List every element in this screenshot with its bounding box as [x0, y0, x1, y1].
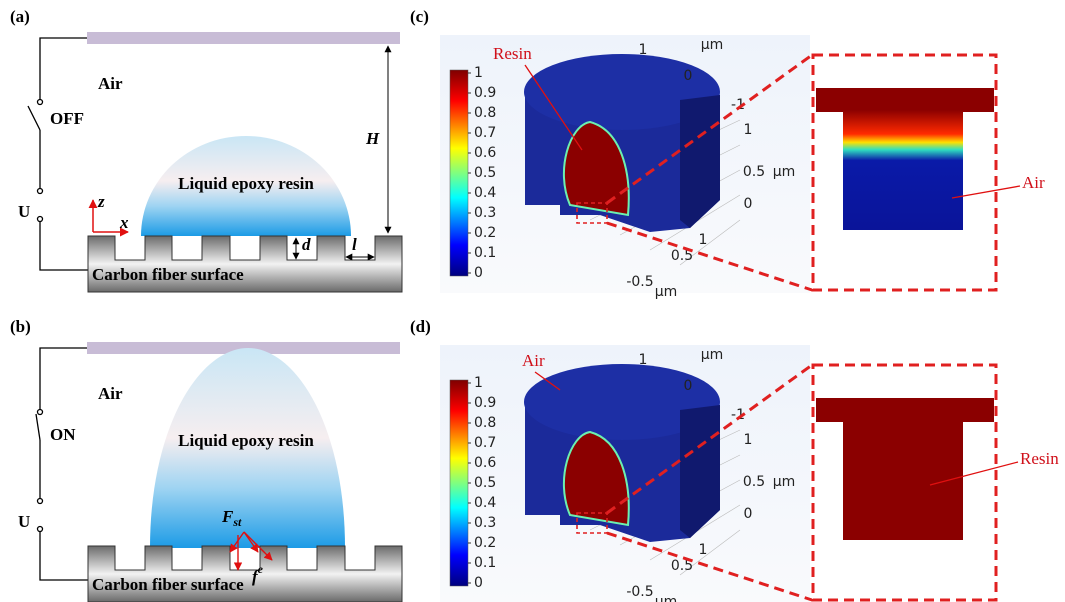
axis-label: 1	[699, 232, 708, 248]
zoom-pillar	[843, 110, 963, 230]
axis-label: 1	[744, 432, 753, 448]
zoom-pillar	[843, 420, 963, 540]
callout-3d: Resin	[493, 44, 532, 63]
colorbar-label: 0.7	[474, 125, 496, 141]
colorbar-label: 0.5	[474, 475, 496, 491]
axis-label: μm	[773, 474, 796, 490]
axis-label: μm	[655, 284, 678, 300]
figure: (a) Air OFF U Liquid epoxy resin Carbon fiber…	[0, 0, 1065, 602]
axis-label: 1	[744, 122, 753, 138]
axis-label: 0	[744, 506, 753, 522]
drop-label: Liquid epoxy resin	[178, 431, 314, 450]
height-label: H	[365, 129, 380, 148]
axis-label: μm	[701, 37, 724, 53]
colorbar-label: 0	[474, 575, 483, 591]
colorbar-label: 0.7	[474, 435, 496, 451]
colorbar-label: 0.5	[474, 165, 496, 181]
panel-label: (a)	[10, 7, 30, 26]
zoom-top	[816, 398, 994, 422]
colorbar-label: 0.1	[474, 245, 496, 261]
force-main: F	[221, 507, 234, 526]
panel-label: (d)	[410, 317, 431, 336]
callout-zoom: Air	[1022, 173, 1045, 192]
wire	[40, 38, 87, 100]
force-sub: st	[232, 515, 242, 529]
wire	[40, 222, 88, 270]
axis-label: -0.5	[626, 274, 653, 290]
colorbar-label: 0.4	[474, 495, 496, 511]
zoom-top	[816, 88, 994, 112]
force-sup: e	[258, 562, 264, 576]
z-label: z	[97, 192, 105, 211]
colorbar-label: 0.2	[474, 535, 496, 551]
switch-pin	[38, 410, 43, 415]
panel-label: (b)	[10, 317, 31, 336]
colorbar-label: 0.3	[474, 205, 496, 221]
source-label: U	[18, 512, 30, 531]
electrode	[87, 32, 400, 44]
axis-label: μm	[655, 594, 678, 602]
wire	[40, 348, 87, 410]
depth-label: d	[302, 235, 311, 254]
axis-label: 0	[744, 196, 753, 212]
colorbar-label: 1	[474, 375, 483, 391]
axis-label: 0	[684, 378, 693, 394]
colorbar-label: 0.8	[474, 415, 496, 431]
colorbar	[450, 380, 468, 586]
callout-zoom: Resin	[1020, 449, 1059, 468]
axis-label: μm	[773, 164, 796, 180]
colorbar-label: 0.9	[474, 85, 496, 101]
terminal	[38, 527, 43, 532]
surface-label: Carbon fiber surface	[92, 265, 244, 284]
switch-blade	[28, 106, 40, 130]
width-label: l	[352, 235, 357, 254]
axis-label: 0.5	[743, 474, 765, 490]
drop-label: Liquid epoxy resin	[178, 174, 314, 193]
colorbar-label: 0.3	[474, 515, 496, 531]
colorbar-label: 0.4	[474, 185, 496, 201]
switch-label: ON	[50, 425, 76, 444]
colorbar-label: 0.1	[474, 555, 496, 571]
colorbar-label: 0.2	[474, 225, 496, 241]
colorbar-label: 0	[474, 265, 483, 281]
panel-label: (c)	[410, 7, 429, 26]
surface-label: Carbon fiber surface	[92, 575, 244, 594]
colorbar-label: 0.6	[474, 145, 496, 161]
axis-label: 1	[639, 42, 648, 58]
wire	[40, 532, 88, 580]
colorbar-label: 0.8	[474, 105, 496, 121]
source-label: U	[18, 202, 30, 221]
terminal	[38, 499, 43, 504]
switch-label: OFF	[50, 109, 84, 128]
air-label: Air	[98, 74, 123, 93]
axis-label: 0.5	[743, 164, 765, 180]
colorbar-label: 0.6	[474, 455, 496, 471]
terminal	[38, 217, 43, 222]
callout-3d: Air	[522, 351, 545, 370]
colorbar-label: 0.9	[474, 395, 496, 411]
axis-label: 1	[699, 542, 708, 558]
axis-label: 0	[684, 68, 693, 84]
air-label: Air	[98, 384, 123, 403]
axis-label: 1	[639, 352, 648, 368]
colorbar	[450, 70, 468, 276]
switch-pin	[38, 100, 43, 105]
axis-label: -0.5	[626, 584, 653, 600]
switch-blade	[36, 414, 40, 440]
terminal	[38, 189, 43, 194]
axis-label: μm	[701, 347, 724, 363]
x-label: x	[119, 213, 129, 232]
colorbar-label: 1	[474, 65, 483, 81]
